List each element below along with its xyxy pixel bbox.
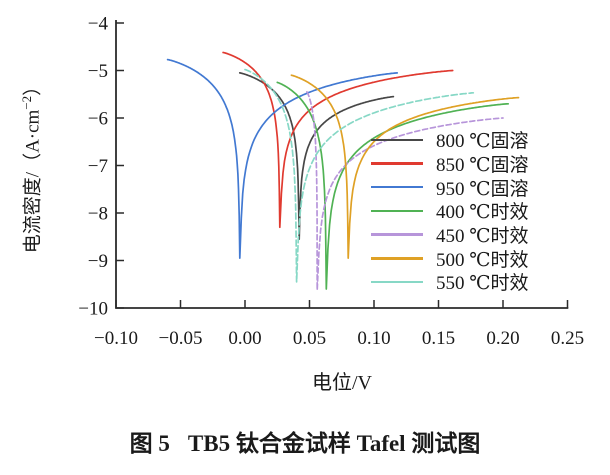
legend-item-4: 450 ℃时效 <box>371 223 529 247</box>
legend: 800 ℃固溶 850 ℃固溶 950 ℃固溶 400 ℃时效 450 ℃时效 500 ℃… <box>371 128 529 294</box>
y-axis-title-superscript: −2 <box>19 95 34 110</box>
legend-line-swatch <box>371 257 423 260</box>
legend-line-swatch <box>371 209 423 213</box>
legend-label: 550 ℃时效 <box>436 273 529 295</box>
y-tick-label: −5 <box>88 61 108 82</box>
series-curve-3 <box>276 81 510 290</box>
legend-item-5: 500 ℃时效 <box>371 246 529 271</box>
x-tick-label: 0.25 <box>551 328 584 349</box>
y-tick-label: −8 <box>88 204 108 225</box>
x-tick-label: 0.15 <box>422 328 455 349</box>
series-curve-0 <box>238 72 395 240</box>
series-curve-1 <box>222 51 454 229</box>
y-tick-label: −7 <box>88 156 108 177</box>
legend-item-1: 850 ℃固溶 <box>371 152 529 176</box>
x-tick-label: 0.10 <box>357 328 390 349</box>
x-tick-label: 0.20 <box>486 328 519 349</box>
y-tick-label: −6 <box>88 109 108 130</box>
legend-label: 850 ℃固溶 <box>436 155 529 177</box>
legend-line-swatch <box>371 162 423 165</box>
series-curve-2 <box>166 58 399 259</box>
legend-label: 500 ℃时效 <box>436 249 529 271</box>
y-axis-title-text: 电流密度/（A·cm <box>22 109 44 254</box>
y-tick-label: −10 <box>78 299 108 320</box>
x-tick-label: 0.05 <box>293 328 326 349</box>
legend-label: 450 ℃时效 <box>436 226 529 248</box>
series-curve-6 <box>244 68 475 283</box>
series-curve-4 <box>306 91 504 291</box>
x-axis-title: 电位/V <box>312 372 372 394</box>
legend-label: 950 ℃固溶 <box>436 178 529 200</box>
legend-item-3: 400 ℃时效 <box>371 199 529 223</box>
legend-line-swatch <box>371 233 423 236</box>
legend-line-swatch <box>371 185 423 189</box>
legend-item-2: 950 ℃固溶 <box>371 175 529 200</box>
legend-label: 800 ℃固溶 <box>436 131 529 153</box>
legend-label: 400 ℃时效 <box>436 202 529 224</box>
legend-line-swatch <box>371 138 423 142</box>
series-curve-5 <box>290 74 520 259</box>
x-tick-label: 0.00 <box>228 328 261 349</box>
legend-item-6: 550 ℃时效 <box>371 270 529 294</box>
x-tick-label: −0.10 <box>94 328 138 349</box>
y-axis-title: 电流密度/（A·cm−2） <box>14 20 44 310</box>
legend-line-swatch <box>371 280 423 284</box>
legend-item-0: 800 ℃固溶 <box>371 128 529 152</box>
y-axis-title-close: ） <box>22 76 44 96</box>
figure-caption-number: 图 5 <box>129 431 170 456</box>
y-tick-label: −9 <box>88 251 108 272</box>
figure-caption-text: TB5 钛合金试样 Tafel 测试图 <box>187 431 481 456</box>
x-tick-label: −0.05 <box>159 328 203 349</box>
figure-caption: 图 5 TB5 钛合金试样 Tafel 测试图 <box>0 424 610 458</box>
y-tick-label: −4 <box>88 14 109 35</box>
